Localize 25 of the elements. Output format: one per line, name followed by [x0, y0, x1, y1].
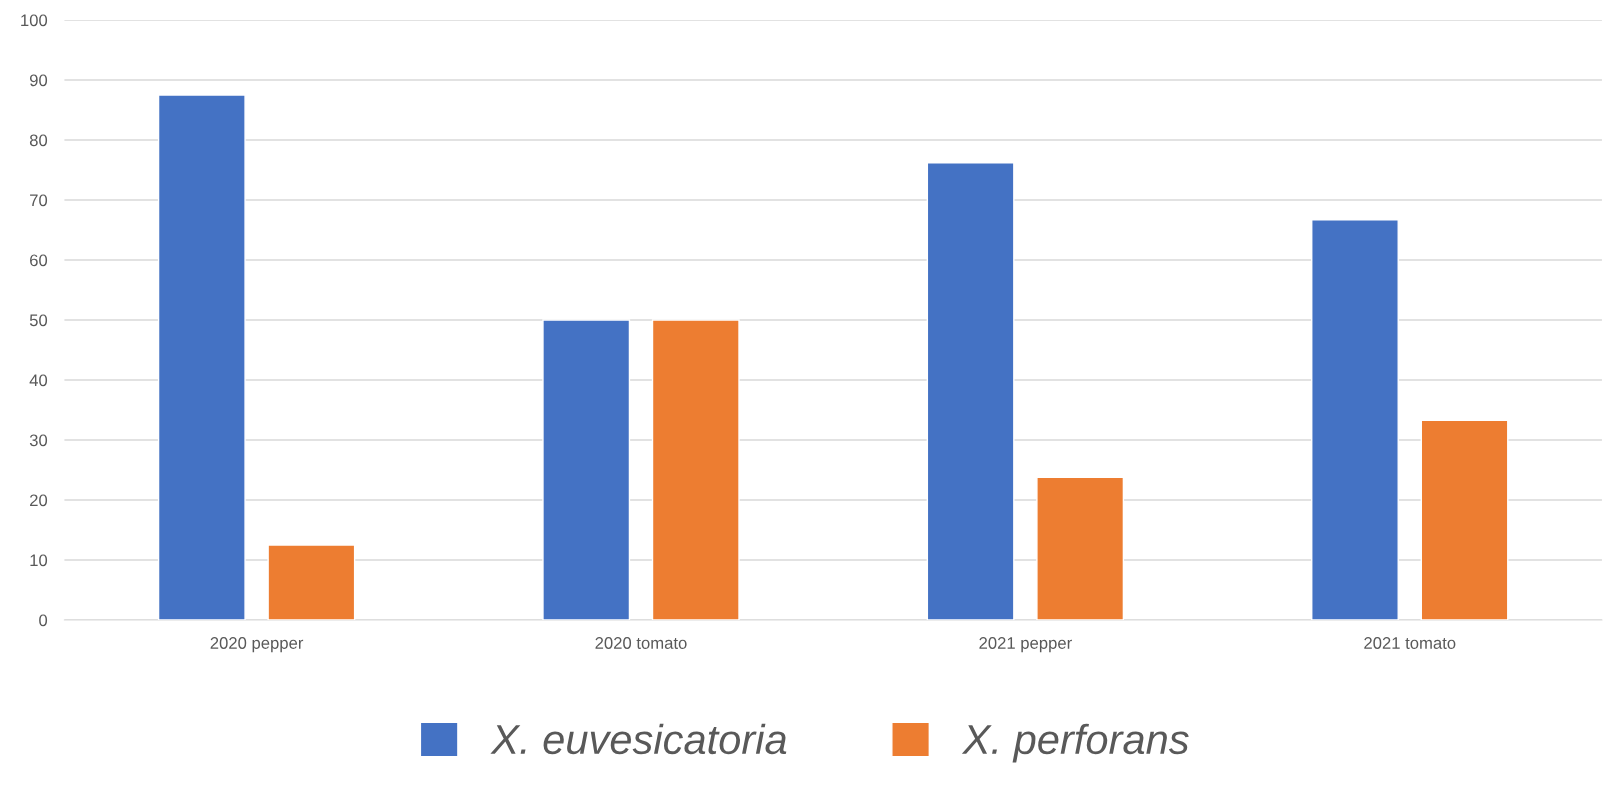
legend-label: X. perforans [961, 723, 1189, 763]
bar [1311, 219, 1399, 620]
y-tick-label: 0 [39, 614, 48, 627]
x-tick-label: 2021 tomato [1364, 637, 1456, 649]
bar [1036, 476, 1125, 620]
y-tick-label: 100 [21, 14, 48, 27]
bar [926, 162, 1015, 620]
y-tick-label: 70 [30, 194, 48, 207]
x-tick-label: 2020 tomato [595, 637, 687, 649]
y-tick-label: 50 [29, 314, 48, 327]
bar [542, 319, 631, 620]
y-tick-label: 20 [30, 494, 48, 507]
y-tick-label: 10 [30, 554, 48, 567]
bar [1420, 419, 1509, 620]
x-tick-label: 2020 pepper [210, 637, 304, 653]
bar [651, 319, 740, 620]
y-tick-label: 40 [29, 374, 48, 387]
y-tick-label: 30 [29, 434, 48, 447]
y-tick-label: 90 [29, 74, 48, 87]
x-tick-label: 2021 pepper [979, 637, 1072, 653]
bar [267, 544, 356, 620]
bar [157, 94, 246, 620]
y-tick-label: 60 [30, 254, 48, 267]
y-tick-label: 80 [29, 134, 48, 147]
legend-label: X. euvesicatoria [490, 723, 787, 755]
